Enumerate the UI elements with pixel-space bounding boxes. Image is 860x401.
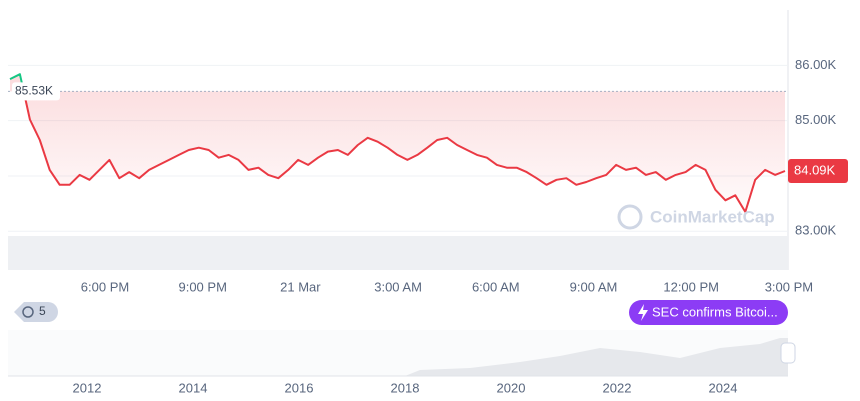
overview-shape bbox=[405, 338, 788, 376]
y-tick-label: 86.00K bbox=[795, 57, 837, 72]
last-price-label: 84.09K bbox=[794, 162, 836, 177]
history-badge[interactable]: 5 bbox=[14, 302, 58, 322]
baseline-label: 85.53K bbox=[15, 83, 53, 97]
annotation-text: SEC confirms Bitcoi... bbox=[652, 304, 778, 319]
annotation-pill[interactable]: SEC confirms Bitcoi... bbox=[629, 300, 788, 325]
x-tick-label: 3:00 AM bbox=[374, 279, 422, 294]
y-tick-label: 83.00K bbox=[795, 223, 837, 238]
overview-year: 2018 bbox=[391, 380, 420, 395]
x-tick-label: 6:00 PM bbox=[81, 279, 129, 294]
badge-count: 5 bbox=[39, 304, 46, 318]
baseline-tag bbox=[12, 82, 60, 101]
overview-year: 2012 bbox=[73, 380, 102, 395]
y-tick-label: 85.00K bbox=[795, 112, 837, 127]
overview-year: 2024 bbox=[709, 380, 738, 395]
x-tick-label: 21 Mar bbox=[280, 279, 321, 294]
watermark-logo bbox=[617, 204, 643, 230]
price-line bbox=[9, 73, 786, 213]
x-tick-label: 9:00 AM bbox=[570, 279, 618, 294]
area-fill bbox=[10, 74, 785, 212]
overview-year: 2014 bbox=[179, 380, 208, 395]
last-price-tag bbox=[788, 158, 848, 183]
x-tick-label: 6:00 AM bbox=[472, 279, 520, 294]
overview-year: 2016 bbox=[285, 380, 314, 395]
x-tick-label: 12:00 PM bbox=[663, 279, 719, 294]
overview-year: 2020 bbox=[497, 380, 526, 395]
watermark: CoinMarketCap bbox=[650, 207, 775, 226]
overview-year: 2022 bbox=[603, 380, 632, 395]
x-tick-label: 9:00 PM bbox=[178, 279, 226, 294]
overview-handle[interactable] bbox=[780, 342, 796, 364]
x-tick-label: 3:00 PM bbox=[765, 279, 813, 294]
volume-area bbox=[8, 236, 788, 270]
